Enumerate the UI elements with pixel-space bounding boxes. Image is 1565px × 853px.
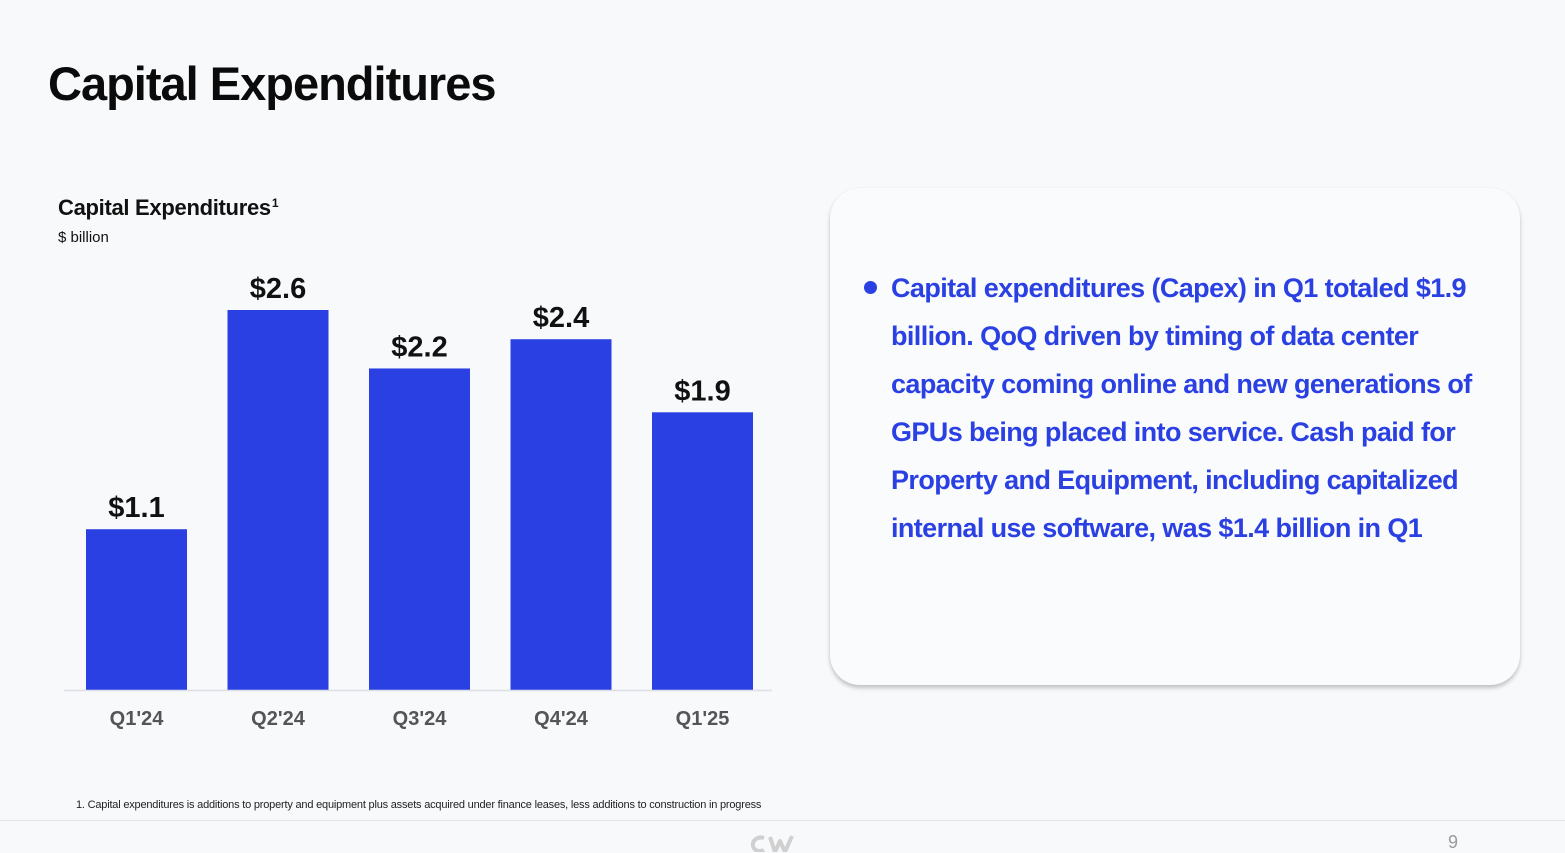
x-tick-label: Q2'24 <box>251 708 306 730</box>
bullet-icon <box>864 281 877 294</box>
bar-value-label: $2.6 <box>250 273 306 305</box>
chart-unit-label: $ billion <box>58 229 109 246</box>
bar <box>510 339 612 690</box>
bar <box>652 412 753 690</box>
bar-value-label: $2.2 <box>391 331 447 363</box>
bar-value-label: $1.1 <box>108 492 164 524</box>
capex-bar-chart: $1.1 Q1'24 $2.6 Q2'24 $2.2 Q3'24 $2.4 Q4'24 $1.9… <box>64 273 772 730</box>
chart-title: Capital Expenditures1 <box>58 195 279 221</box>
bar-value-label: $2.4 <box>533 302 589 334</box>
x-tick-label: Q4'24 <box>534 708 589 730</box>
chart-title-text: Capital Expenditures <box>58 195 271 220</box>
page-title: Capital Expenditures <box>48 57 496 110</box>
page-number: 9 <box>1448 832 1459 852</box>
bar-value-label: $1.9 <box>674 375 730 407</box>
bar <box>86 529 187 690</box>
capex-callout-text: Capital expenditures (Capex) in Q1 total… <box>891 273 1472 543</box>
chart-title-footnote-marker: 1 <box>271 195 279 210</box>
capex-callout-card: Capital expenditures (Capex) in Q1 total… <box>830 188 1520 685</box>
bar <box>227 310 329 690</box>
bar <box>369 368 470 690</box>
x-tick-label: Q1'24 <box>110 708 165 730</box>
chart-footnote: 1. Capital expenditures is additions to … <box>76 799 762 811</box>
x-tick-label: Q3'24 <box>393 708 448 730</box>
x-tick-label: Q1'25 <box>676 708 730 730</box>
footer-divider <box>0 820 1565 821</box>
company-logo-icon <box>750 835 794 852</box>
